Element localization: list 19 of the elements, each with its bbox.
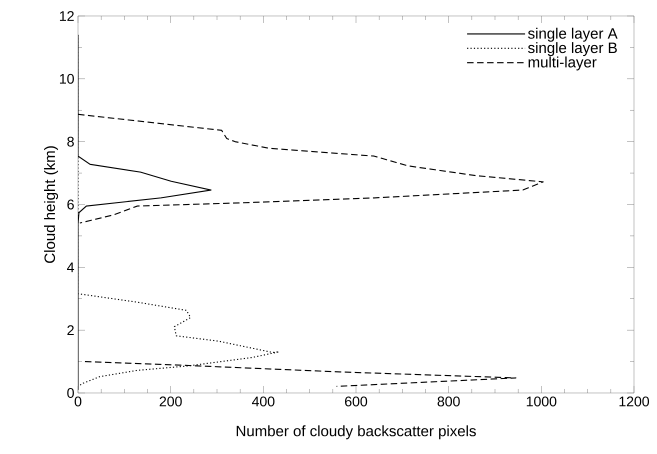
x-tick-label: 200 bbox=[160, 396, 182, 406]
legend-label: multi-layer bbox=[528, 56, 597, 70]
y-axis-title: Cloud height (km) bbox=[44, 146, 58, 263]
x-axis-title: Number of cloudy backscatter pixels bbox=[236, 425, 476, 440]
x-tick-label: 600 bbox=[345, 396, 368, 406]
legend-label: single layer A bbox=[528, 28, 618, 42]
y-tick-label: 12 bbox=[60, 11, 74, 21]
legend-label: single layer B bbox=[528, 42, 617, 56]
y-tick-label: 2 bbox=[67, 325, 74, 336]
y-tick-label: 4 bbox=[67, 262, 74, 272]
y-tick-label: 0 bbox=[67, 388, 74, 398]
x-tick-label: 0 bbox=[74, 396, 82, 406]
x-tick-label: 800 bbox=[438, 396, 460, 406]
x-tick-label: 1000 bbox=[526, 396, 556, 406]
y-tick-label: 8 bbox=[67, 136, 74, 147]
y-tick-label: 10 bbox=[60, 74, 74, 84]
x-tick-label: 1200 bbox=[619, 396, 650, 406]
x-tick-label: 400 bbox=[252, 396, 274, 406]
y-tick-label: 6 bbox=[67, 200, 74, 210]
